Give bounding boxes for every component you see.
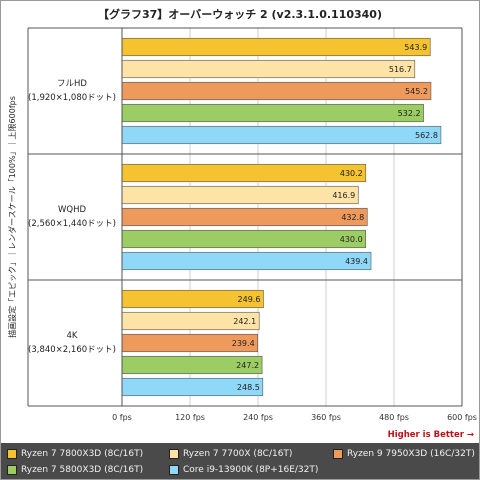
group-label: フルHD (57, 79, 87, 89)
legend-swatch (169, 449, 179, 459)
higher-is-better-annotation: Higher is Better → (388, 430, 474, 440)
legend-item: Ryzen 7 7700X (8C/16T) (169, 449, 292, 459)
group-resolution: (1,920×1,080ドット) (28, 93, 116, 103)
bar-value-label: 430.0 (340, 235, 363, 244)
bar-value-label: 242.1 (233, 317, 256, 326)
bar-value-label: 249.6 (238, 295, 261, 304)
bar (121, 207, 368, 227)
group-resolution: (2,560×1,440ドット) (28, 219, 116, 229)
legend-label: Core i9-13900K (8P+16E/32T) (183, 465, 319, 475)
group-label: WQHD (58, 205, 86, 215)
x-tick-label: 240 fps (243, 413, 273, 422)
bar (121, 251, 372, 271)
bar-value-label: 430.2 (340, 169, 363, 178)
group-resolution: (3,840×2,160ドット) (28, 345, 116, 355)
x-tick-label: 480 fps (379, 413, 409, 422)
x-tick-label: 120 fps (175, 413, 205, 422)
legend-label: Ryzen 9 7950X3D (16C/32T) (347, 449, 475, 459)
legend-label: Ryzen 7 7700X (8C/16T) (183, 449, 293, 459)
chart-title: 【グラフ37】オーバーウォッチ 2 (v2.3.1.0.110340) (98, 8, 382, 21)
bar-value-label: 439.4 (345, 257, 368, 266)
bar-value-label: 432.8 (341, 213, 364, 222)
bar (121, 103, 424, 123)
x-tick-label: 360 fps (311, 413, 341, 422)
bar (121, 59, 416, 79)
bar-value-label: 416.9 (332, 191, 355, 200)
bar-value-label: 562.8 (415, 131, 438, 140)
bar-value-label: 239.4 (232, 339, 255, 348)
x-tick-label: 600 fps (447, 413, 477, 422)
bar (121, 81, 432, 101)
legend-label: Ryzen 7 5800X3D (8C/16T) (21, 465, 144, 475)
legend-swatch (7, 465, 17, 475)
legend-item: Core i9-13900K (8P+16E/32T) (169, 465, 318, 475)
legend-item: Ryzen 7 7800X3D (8C/16T) (7, 449, 143, 459)
legend-swatch (169, 465, 179, 475)
bar-value-label: 543.9 (404, 43, 427, 52)
legend-item: Ryzen 7 5800X3D (8C/16T) (7, 465, 143, 475)
bar (121, 37, 431, 57)
x-tick-label: 0 fps (112, 413, 132, 422)
bar-value-label: 532.2 (398, 109, 421, 118)
bar-value-label: 516.7 (389, 65, 412, 74)
legend-swatch (7, 449, 17, 459)
bar-value-label: 248.5 (237, 383, 260, 392)
legend: Ryzen 7 7800X3D (8C/16T) Ryzen 7 7700X (8… (1, 443, 479, 479)
bar (121, 125, 442, 145)
bar-value-label: 247.2 (236, 361, 259, 370)
y-axis-label: 描画設定「エピック」｜レンダースケール「100%」｜上限600fps (7, 96, 17, 338)
bar (121, 163, 367, 183)
group-label: 4K (67, 331, 78, 341)
legend-item: Ryzen 9 7950X3D (16C/32T) (333, 449, 475, 459)
bar (121, 229, 366, 249)
legend-label: Ryzen 7 7800X3D (8C/16T) (21, 449, 144, 459)
legend-swatch (333, 449, 343, 459)
bar-value-label: 545.2 (405, 87, 428, 96)
bar (121, 185, 359, 205)
